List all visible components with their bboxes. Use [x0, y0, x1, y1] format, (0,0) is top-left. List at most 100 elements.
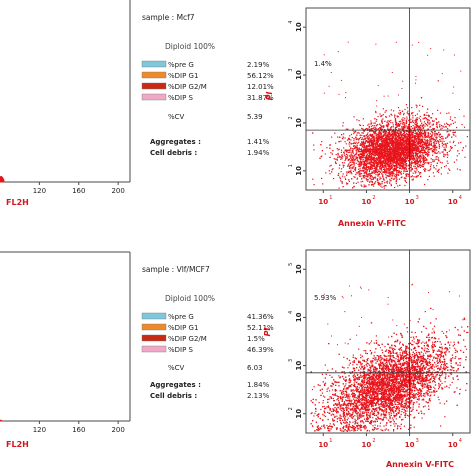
scatter1-event: [355, 167, 357, 169]
scatter1-event: [386, 121, 388, 123]
scatter1-event: [419, 133, 421, 135]
scatter1-event: [390, 164, 393, 167]
scatter1-event: [434, 131, 436, 133]
scatter1-event: [367, 142, 369, 144]
scatter1-event: [436, 141, 438, 143]
scatter1-event: [378, 174, 380, 176]
scatter1-event: [384, 133, 386, 135]
scatter1-event: [365, 149, 367, 151]
scatter1-event: [379, 171, 382, 173]
scatter1-event: [383, 153, 386, 155]
scatter1-event: [384, 158, 386, 160]
scatter1-event: [415, 143, 417, 146]
scatter1-event: [415, 163, 417, 165]
scatter1-event: [444, 154, 447, 156]
scatter1-event: [449, 116, 452, 118]
scatter1-event: [378, 160, 381, 162]
scatter1-event: [365, 140, 367, 142]
scatter1-event: [358, 147, 360, 149]
scatter1-event: [386, 145, 388, 147]
scatter1-event: [387, 159, 389, 161]
scatter1-event: [399, 143, 401, 145]
scatter1-event: [362, 150, 364, 153]
scatter1-event: [441, 151, 443, 153]
scatter1-event: [403, 121, 405, 123]
scatter1-event: [414, 138, 416, 140]
scatter1-event: [387, 142, 389, 144]
scatter1-event: [439, 161, 442, 163]
scatter1-event: [341, 175, 344, 177]
scatter1-event: [342, 164, 344, 166]
scatter1-event: [369, 138, 371, 140]
scatter1-event: [367, 176, 369, 178]
scatter1-event: [367, 135, 369, 137]
scatter1-event: [364, 168, 366, 170]
scatter1-event: [407, 150, 409, 152]
scatter1-event: [389, 180, 391, 182]
scatter1-event: [453, 132, 455, 134]
scatter1-event: [394, 119, 396, 121]
scatter1-event: [415, 148, 417, 150]
scatter1-event: [407, 110, 409, 112]
scatter1-event: [375, 143, 377, 145]
scatter1-event: [417, 149, 419, 151]
scatter1-event: [435, 142, 437, 144]
scatter1-event: [394, 128, 396, 130]
scatter1-event: [365, 166, 367, 168]
scatter1-event: [382, 175, 384, 177]
scatter1-event: [377, 145, 379, 147]
scatter1-event: [341, 154, 343, 156]
scatter1-event: [368, 168, 370, 170]
scatter1-event: [346, 172, 348, 174]
scatter1-event: [459, 169, 461, 171]
scatter1-event: [436, 137, 438, 139]
scatter1-event: [395, 124, 397, 126]
scatter1-event: [344, 176, 346, 178]
scatter1-event: [405, 151, 407, 153]
scatter1-event: [337, 149, 339, 151]
scatter1-event: [398, 172, 400, 174]
scatter1-event: [361, 138, 363, 141]
scatter1-event: [388, 157, 391, 159]
phase-value-1: 31.87%: [247, 94, 274, 102]
scatter1-event: [358, 150, 360, 152]
scatter1-event: [356, 177, 359, 179]
scatter1-event: [412, 153, 414, 155]
scatter1-event: [396, 173, 398, 175]
scatter1-event: [434, 139, 436, 141]
scatter1-event: [383, 171, 385, 173]
scatter1-event: [414, 170, 416, 172]
scatter1-event: [395, 133, 397, 135]
scatter1-event: [368, 142, 370, 144]
scatter1-event: [438, 160, 440, 162]
scatter1-event: [348, 149, 350, 151]
scatter1-event: [405, 138, 407, 141]
scatter1-event: [342, 136, 344, 138]
scatter1-event: [411, 142, 413, 144]
scatter1-event: [396, 143, 398, 145]
scatter1-event: [424, 159, 426, 161]
swatch-dip-g1-1: [141, 71, 167, 79]
scatter1-event: [361, 155, 363, 157]
scatter1-event: [395, 135, 397, 137]
scatter1-event: [371, 166, 373, 168]
scatter1-event: [380, 115, 382, 117]
scatter1-event: [389, 161, 391, 163]
scatter1-event: [420, 155, 422, 157]
scatter1-event: [390, 133, 392, 135]
scatter1-event: [385, 148, 387, 150]
scatter1-event: [361, 185, 363, 187]
scatter1-event: [417, 161, 419, 164]
scatter1-event: [445, 144, 447, 146]
scatter1-event: [394, 149, 396, 151]
scatter1-event: [405, 150, 407, 152]
scatter1-event: [427, 147, 429, 149]
scatter1-event: [438, 145, 440, 147]
scatter1-event: [392, 130, 394, 133]
scatter1-event: [432, 159, 434, 161]
scatter1-event: [356, 159, 358, 161]
scatter1-event: [363, 135, 365, 137]
scatter1-event: [399, 148, 401, 150]
scatter1-event: [367, 160, 369, 162]
scatter1-event: [396, 171, 398, 173]
